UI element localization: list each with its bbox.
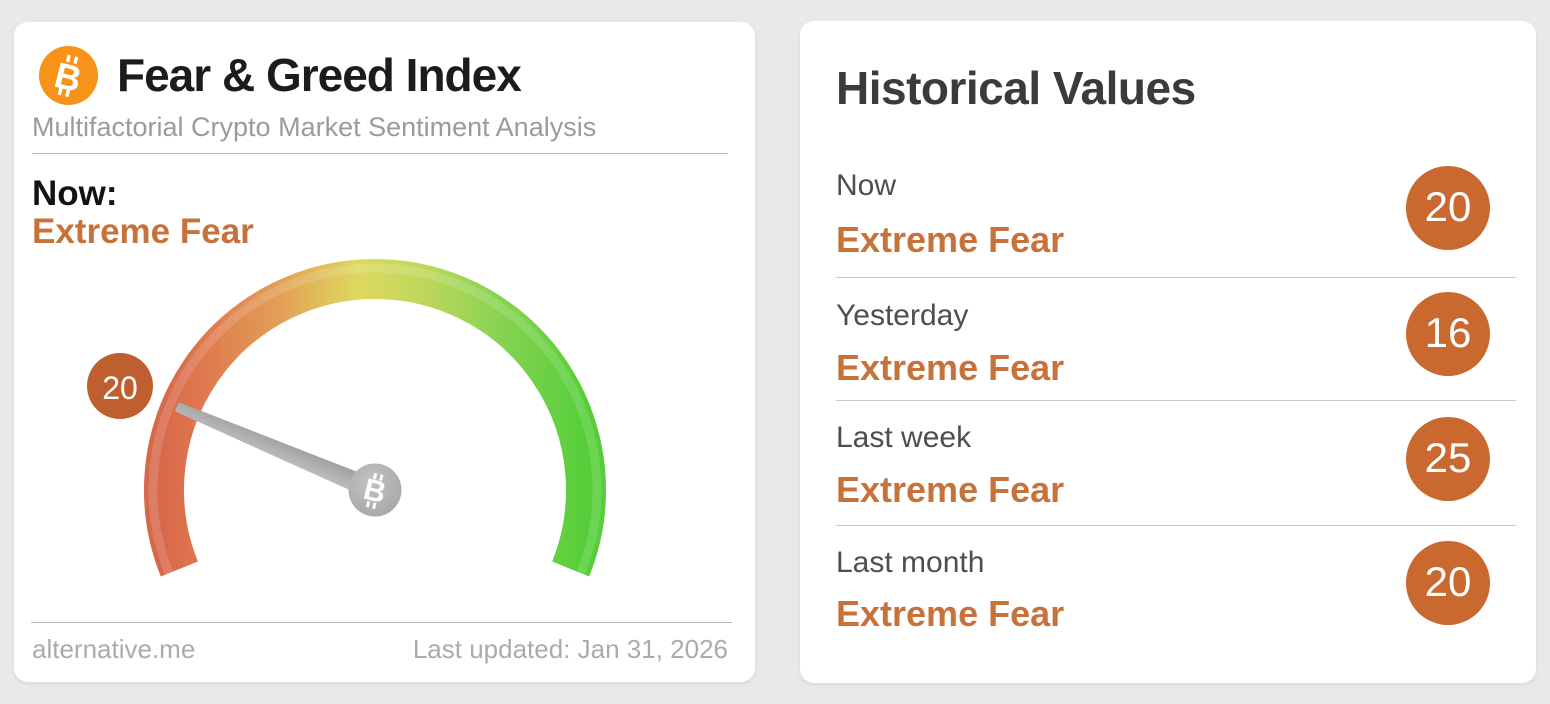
historical-row-last-week: Last week Extreme Fear 25 [836,400,1516,525]
now-classification: Extreme Fear [32,212,254,251]
card-subtitle: Multifactorial Crypto Market Sentiment A… [32,112,597,142]
header-divider [32,153,728,154]
row-classification: Extreme Fear [836,469,1065,510]
gauge-value-badge: 20 [87,353,153,419]
row-divider [836,525,1516,526]
historical-title: Historical Values [836,62,1196,114]
historical-row-yesterday: Yesterday Extreme Fear 16 [836,277,1516,400]
historical-row-last-month: Last month Extreme Fear 20 [836,525,1516,661]
row-value-badge: 25 [1406,417,1490,501]
bitcoin-logo-icon: B [39,45,98,105]
gauge-arc [144,259,606,577]
row-classification: Extreme Fear [836,593,1065,634]
gauge-value-text: 20 [102,370,138,406]
now-label: Now: [32,174,118,213]
card-title: Fear & Greed Index [117,49,522,101]
row-value-badge: 16 [1406,292,1490,376]
last-updated-text: Last updated: Jan 31, 2026 [412,634,728,664]
historical-row-now: Now Extreme Fear 20 [836,161,1516,277]
fear-greed-header: B Fear & Greed Index [39,44,522,106]
row-label: Last week [836,421,972,454]
fear-greed-gauge: 20 B [87,259,606,577]
gauge-arc-gloss [148,263,602,575]
historical-card: Historical Values Now Extreme Fear 20 Ye… [800,21,1536,683]
row-value-badge: 20 [1406,166,1490,250]
row-label: Last month [836,546,985,579]
row-value-badge: 20 [1406,541,1490,625]
source-link[interactable]: alternative.me [32,634,196,664]
row-divider [836,277,1516,278]
fear-greed-card: 20 B B Fear & Gre [14,22,755,682]
row-classification: Extreme Fear [836,219,1065,260]
row-label: Now [836,169,897,202]
footer-divider [31,622,732,623]
gauge-pivot: B [348,463,402,517]
row-classification: Extreme Fear [836,347,1065,388]
row-label: Yesterday [836,299,969,332]
row-divider [836,400,1516,401]
gauge-needle [174,402,380,500]
